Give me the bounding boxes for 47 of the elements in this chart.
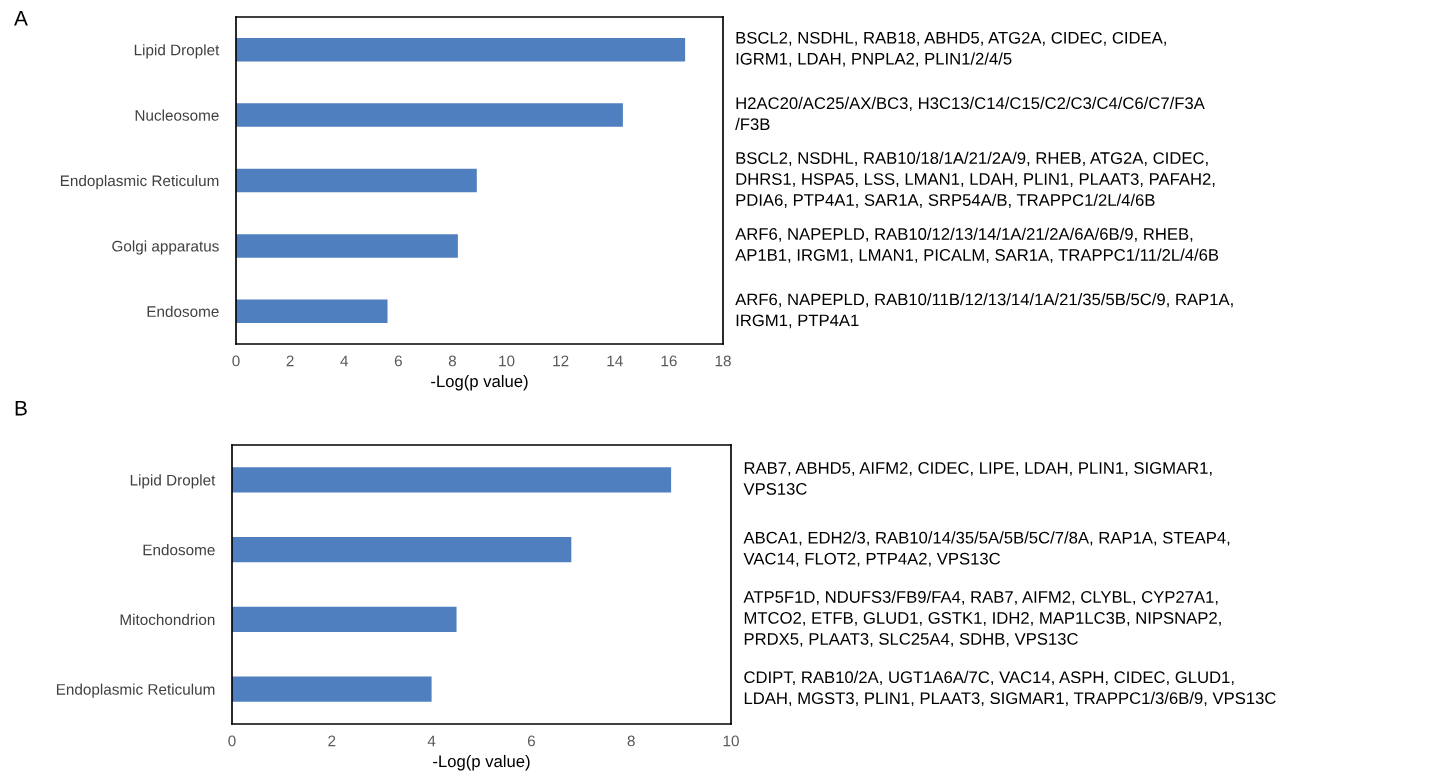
y-tick-label: Nucleosome [135, 109, 219, 121]
text: ARF6, NAPEPLD, RAB10/11B/12/13/14/1A/21/35/5B/5C/9, RAP1A, IRGM1, PTP4A1 [735, 293, 1233, 329]
x-tick-label: 2 [328, 735, 336, 747]
x-tick-label: 10 [723, 735, 739, 747]
bar [236, 103, 623, 127]
y-tick-label: Lipid Droplet [134, 44, 220, 59]
bar [232, 467, 672, 493]
text: A [14, 11, 28, 26]
bar [236, 37, 686, 62]
text: H2AC20/AC25/AX/BC3, H3C13/C14/C15/C2/C3/C4/C6/C7/F3A /F3B [735, 96, 1205, 131]
x-axis-title: -Log(p value) [433, 754, 530, 771]
y-tick-label: Endosome [147, 305, 219, 317]
x-tick-label: 10 [499, 355, 515, 367]
bar [232, 606, 457, 632]
text: BSCL2, NSDHL, RAB10/18/1A/21/2A/9, RHEB, ATG2A, CIDEC, DHRS1, HSPA5, LSS, LMAN1, LDAH, PLIN1, PLAAT3, PAFAH2, PDIA6, PTP4A1, SAR1A, SRP54A/B, TRAPPC1/2L/4/6B [736, 151, 1215, 208]
x-tick-label: 6 [394, 355, 402, 367]
x-tick-label: 8 [448, 355, 457, 367]
y-tick-label: Endoplasmic Reticulum [60, 174, 219, 190]
text: ARF6, NAPEPLD, RAB10/12/13/14/1A/21/2A/6A/6B/9, RHEB, AP1B1, IRGM1, LMAN1, PICALM, SAR1A, TRAPPC1/11/2L/4/6B [735, 227, 1219, 263]
x-tick-label: 6 [527, 735, 535, 747]
x-tick-label: 4 [427, 735, 436, 747]
y-tick-label: Golgi apparatus [112, 240, 219, 255]
x-tick-label: 4 [340, 355, 349, 367]
text: ATP5F1D, NDUFS3/FB9/FA4, RAB7, AIFM2, CLYBL, CYP27A1, MTCO2, ETFB, GLUD1, GSTK1, IDH2, MAP1LC3B, NIPSNAP2, PRDX5, PLAAT3, SLC25A4, SDHB, VPS13C [743, 590, 1221, 647]
bar [236, 299, 388, 324]
x-tick-label: 2 [286, 355, 294, 367]
x-tick-label: 0 [232, 355, 240, 367]
bar [236, 234, 458, 258]
y-tick-label: Mitochondrion [120, 613, 215, 626]
bar [232, 676, 432, 702]
x-tick-label: 16 [661, 355, 677, 367]
text: ABCA1, EDH2/3, RAB10/14/35/5A/5B/5C/7/8A, RAP1A, STEAP4, VAC14, FLOT2, PTP4A2, VPS13C [743, 531, 1230, 567]
x-tick-label: 14 [607, 355, 623, 367]
text: B [15, 401, 27, 416]
x-tick-label: 12 [553, 355, 569, 367]
text: RAB7, ABHD5, AIFM2, CIDEC, LIPE, LDAH, PLIN1, SIGMAR1, VPS13C [743, 462, 1212, 495]
text: CDIPT, RAB10/2A, UGT1A6A/7C, VAC14, ASPH, CIDEC, GLUD1, LDAH, MGST3, PLIN1, PLAAT3, SIGMAR1, TRAPPC1/3/6B/9, VPS13C [744, 670, 1276, 707]
y-tick-label: Endoplasmic Reticulum [56, 683, 215, 698]
y-tick-label: Lipid Droplet [130, 474, 216, 489]
bar [232, 537, 572, 563]
text: BSCL2, NSDHL, RAB18, ABHD5, ATG2A, CIDEC, CIDEA, IGRM1, LDAH, PNPLA2, PLIN1/2/4/5 [736, 31, 1166, 67]
y-tick-label: Endosome [143, 544, 215, 556]
x-tick-label: 0 [228, 735, 236, 747]
x-tick-label: 18 [715, 355, 731, 367]
bar [236, 168, 477, 193]
x-tick-label: 8 [627, 735, 635, 747]
x-axis-title: -Log(p value) [431, 374, 528, 391]
